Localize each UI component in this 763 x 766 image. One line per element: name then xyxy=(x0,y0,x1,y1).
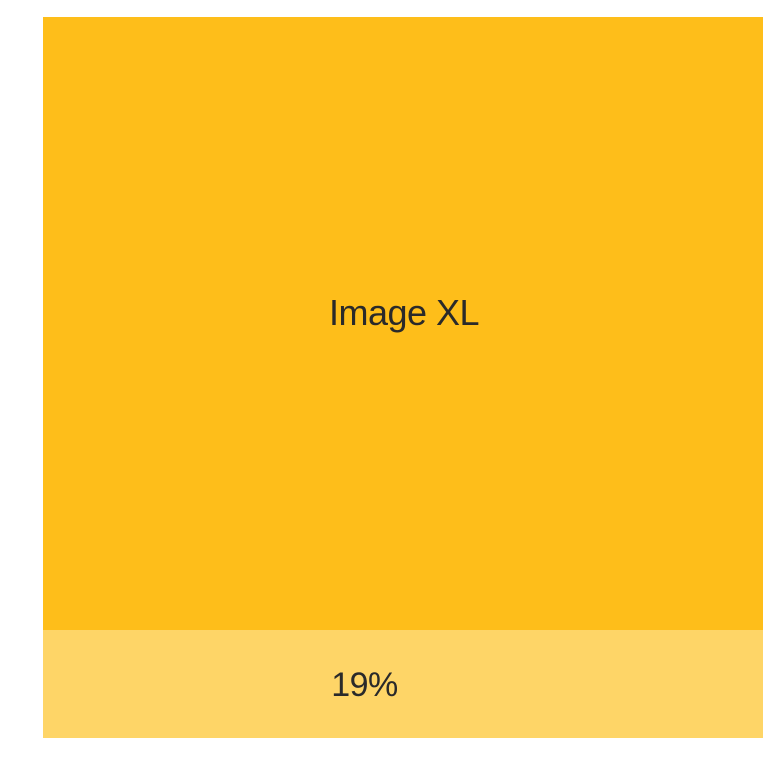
percentage-label: 19% xyxy=(331,665,398,704)
image-card: Image XL 19% xyxy=(43,17,763,738)
image-placeholder: Image XL xyxy=(43,17,763,630)
card-footer: 19% xyxy=(43,630,763,738)
image-label: Image XL xyxy=(328,292,480,333)
